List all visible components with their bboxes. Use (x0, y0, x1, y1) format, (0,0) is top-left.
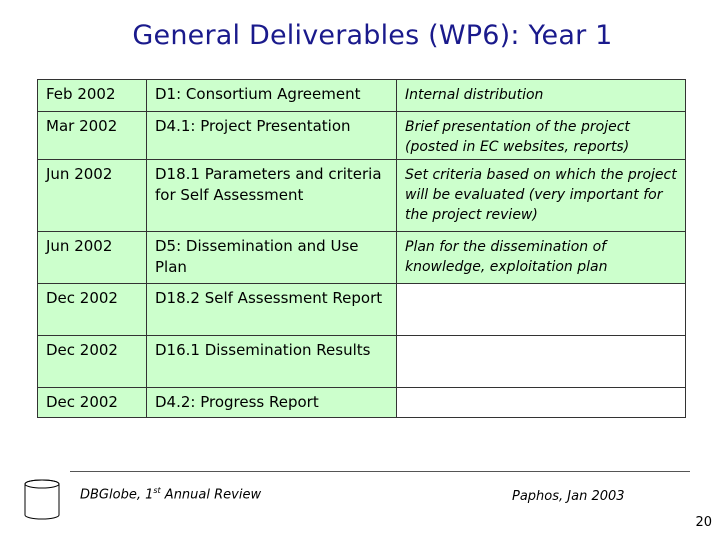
table-row: Dec 2002 D16.1 Dissemination Results (37, 335, 686, 388)
date-cell: Jun 2002 (37, 159, 147, 232)
footer-event-sup: st (153, 486, 161, 495)
footer-event-suffix: Annual Review (160, 487, 262, 503)
note-cell: Internal distribution (396, 79, 686, 112)
slide-title: General Deliverables (WP6): Year 1 (132, 20, 613, 51)
table-row: Dec 2002 D18.2 Self Assessment Report (37, 283, 686, 336)
database-icon (24, 479, 60, 520)
footer-location: Paphos, Jan 2003 (512, 489, 625, 504)
deliverable-cell: D18.2 Self Assessment Report (146, 283, 397, 336)
footer-divider (70, 471, 690, 472)
note-cell: Set criteria based on which the project … (396, 159, 686, 232)
table-row: Jun 2002 D5: Dissemination and Use Plan … (37, 231, 686, 284)
deliverable-cell: D5: Dissemination and Use Plan (146, 231, 397, 284)
deliverable-cell: D16.1 Dissemination Results (146, 335, 397, 388)
table-row: Feb 2002 D1: Consortium Agreement Intern… (37, 79, 686, 112)
table-row: Mar 2002 D4.1: Project Presentation Brie… (37, 111, 686, 160)
table-row: Jun 2002 D18.1 Parameters and criteria f… (37, 159, 686, 232)
deliverables-table: Feb 2002 D1: Consortium Agreement Intern… (37, 79, 686, 418)
note-cell: Plan for the dissemination of knowledge,… (396, 231, 686, 284)
date-cell: Mar 2002 (37, 111, 147, 160)
page-number: 20 (695, 515, 712, 530)
date-cell: Feb 2002 (37, 79, 147, 112)
deliverable-cell: D4.2: Progress Report (146, 387, 397, 418)
deliverable-cell: D1: Consortium Agreement (146, 79, 397, 112)
note-cell (396, 335, 686, 388)
footer-event: DBGlobe, 1st Annual Review (80, 486, 261, 502)
deliverable-cell: D18.1 Parameters and criteria for Self A… (146, 159, 397, 232)
footer-event-prefix: DBGlobe, 1 (80, 487, 154, 503)
date-cell: Jun 2002 (37, 231, 147, 284)
date-cell: Dec 2002 (37, 387, 147, 418)
table-row: Dec 2002 D4.2: Progress Report (37, 387, 686, 418)
date-cell: Dec 2002 (37, 335, 147, 388)
note-cell: Brief presentation of the project (poste… (396, 111, 686, 160)
note-cell (396, 283, 686, 336)
note-cell (396, 387, 686, 418)
date-cell: Dec 2002 (37, 283, 147, 336)
deliverable-cell: D4.1: Project Presentation (146, 111, 397, 160)
